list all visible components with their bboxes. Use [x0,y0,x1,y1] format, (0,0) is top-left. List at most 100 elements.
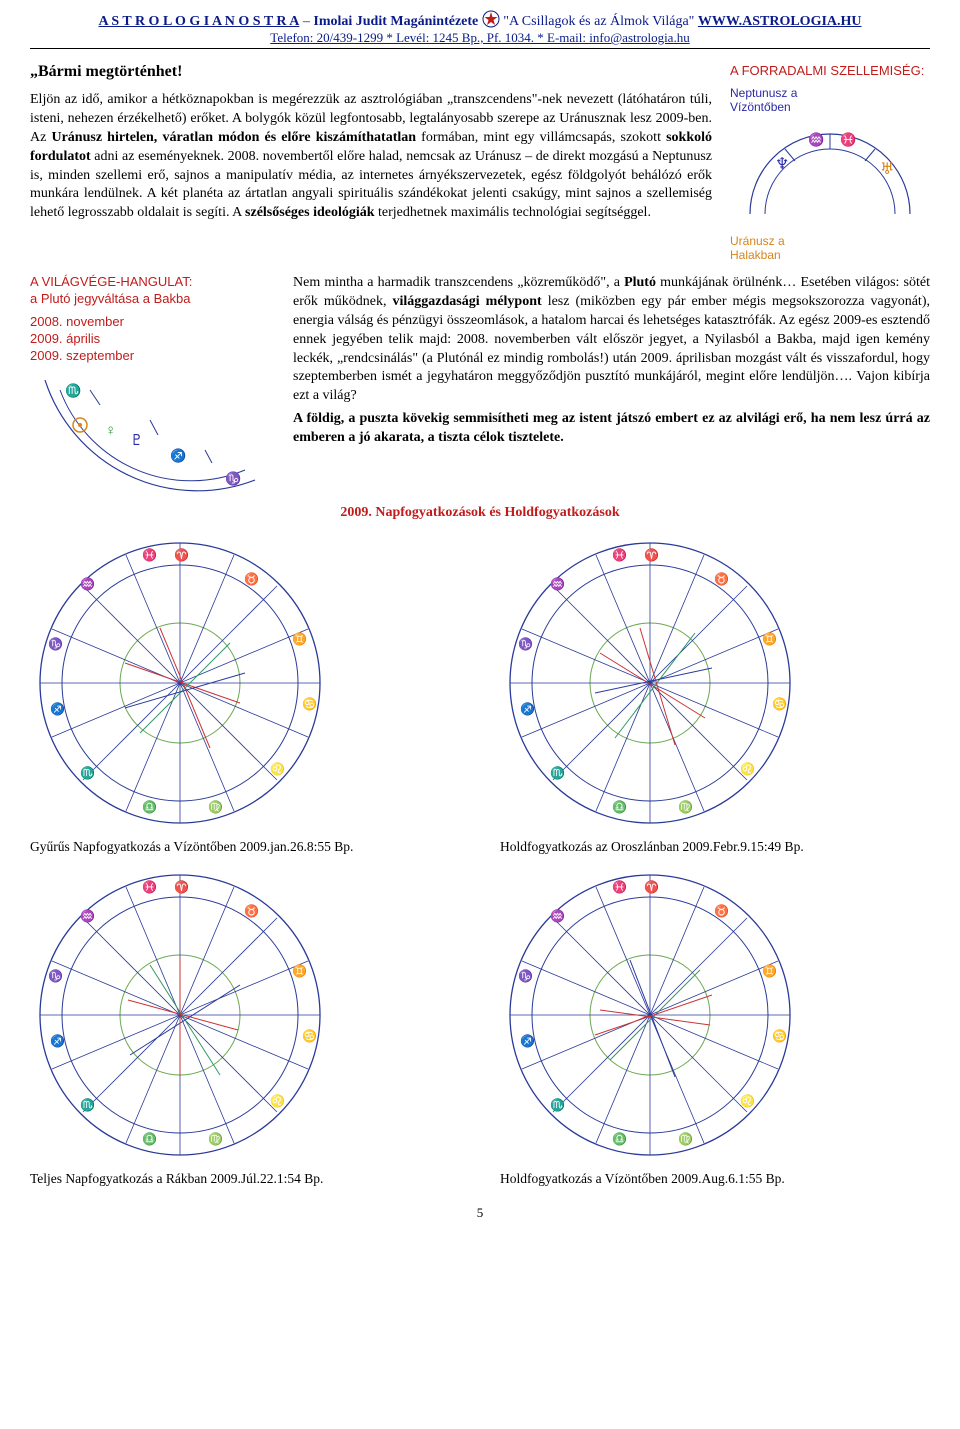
svg-text:♉: ♉ [244,904,259,918]
svg-text:♓: ♓ [612,880,627,894]
side1-uranus-label: Uránusz a Halakban [730,234,930,262]
chart-2-caption: Holdfogyatkozás az Oroszlánban 2009.Febr… [500,839,930,855]
chart-3-caption: Teljes Napfogyatkozás a Rákban 2009.Júl.… [30,1171,460,1187]
svg-text:♊: ♊ [762,632,777,646]
eclipses-heading: 2009. Napfogyatkozások és Holdfogyatkozá… [30,505,930,521]
chart-4-caption: Holdfogyatkozás a Vízöntőben 2009.Aug.6.… [500,1171,930,1187]
chart-row-1: ♈ ♉ ♊ ♋ ♌ ♍ ♎ ♏ ♐ ♑ ♒ ♓ Gyűrűs Napfogyatkozás a … [30,533,930,855]
chart-cell-3: ♈ ♉ ♊ ♋ ♌ ♍ ♎ ♏ ♐ ♑ ♒ ♓ Teljes Napfogyatkozás a … [30,865,460,1187]
svg-text:♒: ♒ [808,132,824,147]
svg-text:♑: ♑ [225,471,241,486]
svg-text:♋: ♋ [302,1029,317,1043]
chart-cell-2: ♈ ♉ ♊ ♋ ♌ ♍ ♎ ♏ ♐ ♑ ♒ ♓ Holdfogyatkozás az Orosz… [500,533,930,855]
svg-text:♒: ♒ [80,909,95,923]
svg-text:♎: ♎ [142,800,157,814]
svg-text:♀: ♀ [105,423,116,439]
svg-text:♍: ♍ [208,800,223,814]
natal-wheel-2: ♈ ♉ ♊ ♋ ♌ ♍ ♎ ♏ ♐ ♑ ♒ ♓ [500,533,800,833]
svg-text:♋: ♋ [302,697,317,711]
paragraph-1: Eljön az idő, amikor a hétköznapokban is… [30,91,712,223]
svg-text:♌: ♌ [270,1094,285,1108]
page-number: 5 [30,1205,930,1221]
svg-text:♑: ♑ [518,969,533,983]
chart-cell-1: ♈ ♉ ♊ ♋ ♌ ♍ ♎ ♏ ♐ ♑ ♒ ♓ Gyűrűs Napfogyatkozás a … [30,533,460,855]
svg-text:♐: ♐ [50,1034,65,1048]
zodiac-arc-diagram: ♆ ♅ ♒ ♓ [730,114,920,234]
side-figure-1: A FORRADALMI SZELLEMISÉG: Neptunusz a Ví… [730,63,930,262]
svg-text:♓: ♓ [612,548,627,562]
paragraph-2-bold: A földig, a puszta kövekig semmisítheti … [293,410,930,448]
svg-text:♆: ♆ [775,156,789,173]
side2-date2: 2009. április [30,331,275,346]
emblem-icon [482,10,500,28]
chart-1-caption: Gyűrűs Napfogyatkozás a Vízöntőben 2009.… [30,839,460,855]
svg-text:♑: ♑ [48,969,63,983]
svg-text:♐: ♐ [170,448,186,463]
svg-text:♌: ♌ [270,762,285,776]
svg-text:♈: ♈ [644,880,659,894]
svg-text:♏: ♏ [80,1098,95,1112]
svg-text:♑: ♑ [518,637,533,651]
svg-text:♏: ♏ [550,1098,565,1112]
zodiac-arc-diagram-2: ♇ ♀ ♐ ♑ ♏ [30,365,270,495]
tagline: "A Csillagok és az Álmok Világa" [503,14,694,29]
natal-wheel-3: ♈ ♉ ♊ ♋ ♌ ♍ ♎ ♏ ♐ ♑ ♒ ♓ [30,865,330,1165]
natal-wheel-4: ♈ ♉ ♊ ♋ ♌ ♍ ♎ ♏ ♐ ♑ ♒ ♓ [500,865,800,1165]
svg-text:♋: ♋ [772,1029,787,1043]
svg-text:♍: ♍ [208,1132,223,1146]
svg-text:♎: ♎ [612,800,627,814]
svg-text:♒: ♒ [550,909,565,923]
svg-text:♅: ♅ [880,161,894,178]
page-header: A S T R O L O G I A N O S T R A – Imolai… [30,10,930,49]
svg-text:♈: ♈ [174,880,189,894]
svg-text:♐: ♐ [520,1034,535,1048]
svg-text:♉: ♉ [244,572,259,586]
svg-text:♍: ♍ [678,800,693,814]
svg-text:♍: ♍ [678,1132,693,1146]
svg-text:♌: ♌ [740,1094,755,1108]
svg-text:♊: ♊ [762,964,777,978]
svg-text:♉: ♉ [714,572,729,586]
svg-text:♊: ♊ [292,964,307,978]
header-line1: A S T R O L O G I A N O S T R A – Imolai… [30,10,930,30]
section-1: „Bármi megtörténhet! Eljön az idő, amiko… [30,63,930,262]
svg-text:♎: ♎ [612,1132,627,1146]
side-figure-2: A VILÁGVÉGE-HANGULAT: a Plutó jegyváltás… [30,274,275,495]
side2-title1: A VILÁGVÉGE-HANGULAT: [30,274,275,289]
svg-text:♓: ♓ [142,880,157,894]
svg-text:♒: ♒ [550,577,565,591]
svg-text:♏: ♏ [65,383,81,398]
svg-text:♈: ♈ [174,548,189,562]
svg-text:♐: ♐ [520,702,535,716]
svg-text:♈: ♈ [644,548,659,562]
paragraph-2: Nem mintha a harmadik transzcendens „köz… [293,274,930,406]
svg-text:♏: ♏ [80,766,95,780]
chart-row-2: ♈ ♉ ♊ ♋ ♌ ♍ ♎ ♏ ♐ ♑ ♒ ♓ Teljes Napfogyatkozás a … [30,865,930,1187]
header-contact: Telefon: 20/439-1299 * Levél: 1245 Bp., … [30,30,930,46]
section-2: A VILÁGVÉGE-HANGULAT: a Plutó jegyváltás… [30,274,930,495]
svg-text:♋: ♋ [772,697,787,711]
side1-neptune-label: Neptunusz a Vízöntőben [730,86,930,114]
side2-date1: 2008. november [30,314,275,329]
svg-text:♊: ♊ [292,632,307,646]
header-divider [30,48,930,49]
svg-text:♑: ♑ [48,637,63,651]
site-url[interactable]: WWW.ASTROLOGIA.HU [698,14,862,29]
natal-wheel-1: ♈ ♉ ♊ ♋ ♌ ♍ ♎ ♏ ♐ ♑ ♒ ♓ [30,533,330,833]
owner-name: Imolai Judit Magánintézete [313,14,478,29]
svg-text:♇: ♇ [130,433,143,449]
svg-text:♏: ♏ [550,766,565,780]
svg-text:♓: ♓ [840,132,856,147]
side2-title2: a Plutó jegyváltása a Bakba [30,291,275,306]
svg-text:♌: ♌ [740,762,755,776]
heading-1: „Bármi megtörténhet! [30,63,712,81]
side2-date3: 2009. szeptember [30,348,275,363]
svg-text:♎: ♎ [142,1132,157,1146]
svg-text:♒: ♒ [80,577,95,591]
svg-text:♐: ♐ [50,702,65,716]
site-name: A S T R O L O G I A N O S T R A [98,14,299,29]
side1-title: A FORRADALMI SZELLEMISÉG: [730,63,930,78]
svg-text:♓: ♓ [142,548,157,562]
chart-cell-4: ♈ ♉ ♊ ♋ ♌ ♍ ♎ ♏ ♐ ♑ ♒ ♓ Holdfogyatkozás a Vízönt… [500,865,930,1187]
svg-text:♉: ♉ [714,904,729,918]
